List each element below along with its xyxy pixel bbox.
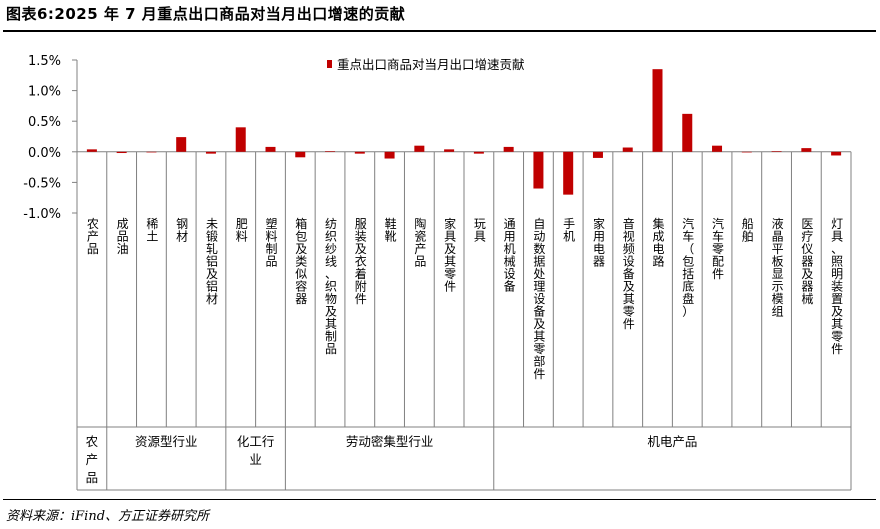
category-label: 集成电路 <box>652 216 664 269</box>
group-label: 农产品 <box>86 434 99 485</box>
bar <box>146 151 157 153</box>
bar <box>295 151 306 158</box>
bar <box>801 148 812 152</box>
category-label: 自动数据处理设备及其零部件 <box>533 217 545 381</box>
category-label: 家具及其零件 <box>444 216 456 294</box>
group-label: 机电产品 <box>647 434 697 449</box>
bar <box>503 146 514 152</box>
category-label: 汽车（包括底盘） <box>682 216 694 319</box>
bar <box>444 149 455 152</box>
bar <box>592 151 603 158</box>
category-label: 音视频设备及其零件 <box>623 216 635 331</box>
group-label: 资源型行业 <box>135 434 198 449</box>
bar <box>384 151 395 159</box>
category-label: 农产品 <box>87 217 99 256</box>
group-label: 化工行业 <box>237 434 275 467</box>
category-label: 手机 <box>563 217 575 244</box>
bar <box>325 151 336 152</box>
y-tick-label: -0.5% <box>23 176 61 191</box>
bar <box>533 151 544 189</box>
category-label: 医疗仪器及器械 <box>801 217 813 306</box>
category-label: 液晶平板显示模组 <box>772 216 784 319</box>
title-rule <box>3 30 876 32</box>
y-tick-label: -1.0% <box>23 207 61 222</box>
category-label: 未锻轧铝及铝材 <box>206 217 218 306</box>
category-label: 灯具、照明装置及其零件 <box>831 217 843 356</box>
category-label: 船舶 <box>742 217 754 244</box>
bar <box>414 145 425 152</box>
footer-rule <box>3 499 876 500</box>
category-label: 玩具 <box>474 217 486 244</box>
category-label: 陶瓷产品 <box>414 216 426 269</box>
legend-label: 重点出口商品对当月出口增速贡献 <box>337 57 525 72</box>
source-note: 资料来源：iFind、方正证券研究所 <box>6 509 210 524</box>
page-title: 图表6:2025 年 7 月重点出口商品对当月出口增速的贡献 <box>6 5 406 23</box>
bar <box>354 151 365 154</box>
bar <box>622 147 633 152</box>
category-label: 服装及衣着附件 <box>355 217 367 306</box>
y-tick-label: 0.5% <box>28 115 61 130</box>
bar <box>86 149 97 152</box>
bar <box>682 113 693 152</box>
bar <box>652 69 663 152</box>
category-label: 鞋靴 <box>385 216 397 244</box>
bar <box>205 151 216 154</box>
y-tick-label: 1.0% <box>28 85 61 100</box>
bar <box>235 127 246 152</box>
bar <box>176 137 187 152</box>
category-label: 塑料制品 <box>265 216 277 269</box>
bar <box>712 145 723 152</box>
bar <box>563 151 574 195</box>
y-tick-label: 1.5% <box>28 54 61 69</box>
category-label: 稀土 <box>146 217 158 244</box>
bar <box>265 146 276 152</box>
category-label: 成品油 <box>117 217 129 256</box>
category-label: 家用电器 <box>593 216 605 269</box>
category-label: 箱包及类似容器 <box>295 216 307 306</box>
bar <box>741 151 752 153</box>
bar <box>473 151 484 154</box>
category-label: 纺织纱线、织物及其制品 <box>325 217 337 356</box>
category-label: 钢材 <box>176 217 188 244</box>
category-label: 通用机械设备 <box>504 217 516 294</box>
legend-swatch <box>327 60 332 68</box>
bar <box>116 151 127 154</box>
bar <box>831 151 842 156</box>
y-tick-label: 0.0% <box>28 146 61 161</box>
group-label: 劳动密集型行业 <box>346 434 434 449</box>
category-label: 汽车零配件 <box>712 216 724 281</box>
category-label: 肥料 <box>236 217 248 244</box>
bar <box>771 151 782 152</box>
